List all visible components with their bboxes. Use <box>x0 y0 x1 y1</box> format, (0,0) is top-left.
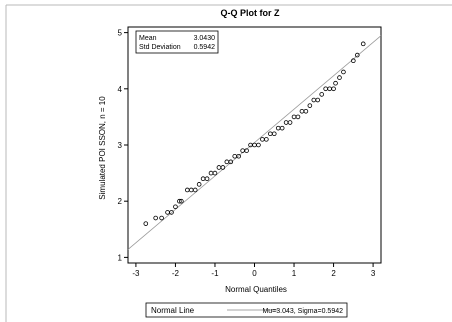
data-point <box>192 187 198 193</box>
data-point <box>256 142 261 148</box>
data-point <box>216 165 222 170</box>
data-point <box>184 187 190 193</box>
data-point <box>260 137 265 142</box>
data-point <box>208 170 214 176</box>
data-point <box>271 131 277 137</box>
data-point <box>236 153 241 159</box>
data-point <box>268 131 273 137</box>
data-point <box>291 114 297 120</box>
data-point <box>360 41 366 47</box>
normal-reference-line <box>127 35 382 250</box>
data-point <box>165 210 170 215</box>
data-point <box>275 125 281 131</box>
data-point <box>143 221 149 226</box>
y-tick-label: 1 <box>118 253 123 262</box>
chart-title: Q-Q Plot for Z <box>221 8 280 18</box>
data-point <box>232 153 238 159</box>
data-point <box>264 137 269 142</box>
y-axis-title: Simulated POI SSON, n = 10 <box>98 96 107 200</box>
data-point <box>323 86 328 92</box>
data-point <box>179 198 184 204</box>
y-tick-label: 4 <box>118 85 123 94</box>
stats-sd-label: Std Deviation <box>139 44 181 51</box>
stats-box: Mean 3.0430 Std Deviation 0.5942 <box>135 30 219 54</box>
x-tick-label: -3 <box>132 269 140 278</box>
data-point <box>196 182 202 187</box>
data-point <box>252 142 257 148</box>
data-point <box>315 97 321 103</box>
data-point <box>159 215 164 221</box>
data-point <box>188 187 194 193</box>
data-point <box>212 170 218 176</box>
plot-border <box>127 26 382 264</box>
data-point <box>333 80 338 86</box>
x-axis-title: Normal Quantiles <box>225 285 287 294</box>
legend: Normal Line Mu=3.043, Sigma=0.5942 <box>145 302 348 318</box>
data-point <box>287 120 293 125</box>
data-point <box>173 204 178 210</box>
data-point <box>224 159 230 165</box>
data-point <box>307 103 313 108</box>
data-point <box>354 52 360 58</box>
stats-box-border <box>135 30 219 54</box>
x-tick-label: 3 <box>371 269 376 278</box>
data-point <box>283 120 289 125</box>
x-tick-label: 2 <box>331 269 336 278</box>
data-point <box>327 86 332 92</box>
data-point <box>319 92 325 97</box>
data-point <box>177 198 182 204</box>
stats-mean-value: 3.0430 <box>194 35 216 42</box>
x-tick-label: -1 <box>211 269 219 278</box>
data-point <box>220 165 226 170</box>
data-point <box>244 148 249 153</box>
data-point <box>204 176 210 182</box>
data-point <box>295 114 301 120</box>
data-point <box>200 176 206 182</box>
data-point <box>279 125 285 131</box>
data-point <box>299 108 305 114</box>
legend-line-description: Mu=3.043, Sigma=0.5942 <box>262 308 343 315</box>
data-point <box>337 75 342 80</box>
data-point <box>240 148 245 153</box>
x-tick-label: 1 <box>292 269 297 278</box>
y-tick-label: 3 <box>118 141 123 150</box>
y-tick-label: 5 <box>118 29 123 38</box>
stats-mean-label: Mean <box>139 35 157 42</box>
stats-sd-value: 0.5942 <box>194 44 216 51</box>
x-tick-label: -2 <box>172 269 180 278</box>
data-point <box>331 86 336 92</box>
data-point <box>303 108 309 114</box>
legend-series-name: Normal Line <box>151 306 195 315</box>
data-point <box>341 69 346 75</box>
x-tick-label: 0 <box>252 269 257 278</box>
data-point <box>153 215 158 221</box>
plot-area: -3 -2 -1 0 1 2 3 1 2 3 4 5 <box>118 26 382 278</box>
data-point <box>311 97 317 103</box>
data-point <box>228 159 234 165</box>
data-point <box>169 210 174 215</box>
data-point <box>351 58 356 64</box>
y-tick-label: 2 <box>118 197 123 206</box>
